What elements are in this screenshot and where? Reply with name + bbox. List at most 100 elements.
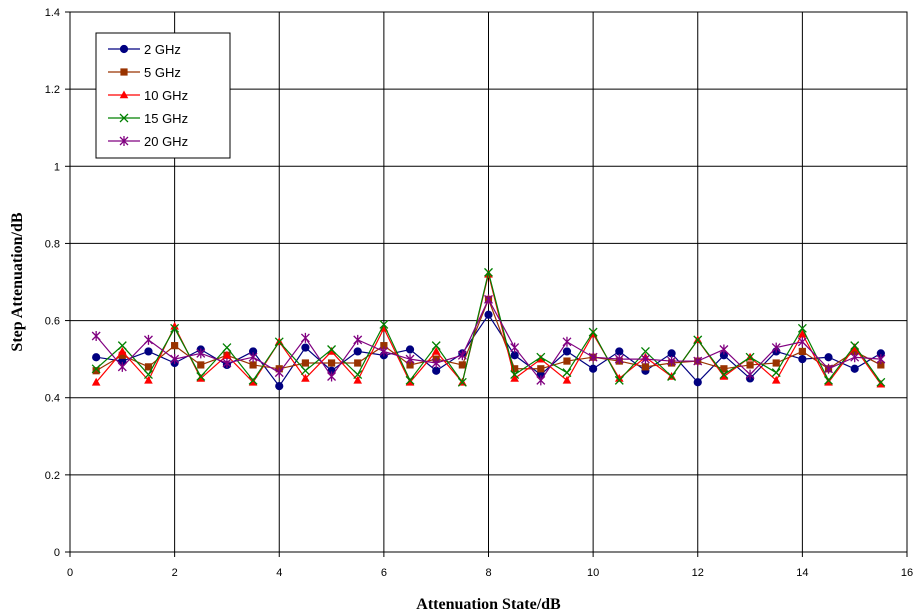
data-point-marker (275, 382, 284, 391)
data-point-marker (484, 294, 493, 305)
data-point-marker (144, 375, 153, 384)
y-tick-label: 0.8 (45, 238, 60, 250)
data-point-marker (640, 346, 650, 356)
data-point-marker (431, 358, 441, 368)
data-point-marker (484, 267, 493, 277)
data-point-marker (144, 347, 153, 356)
data-point-marker (510, 370, 520, 380)
data-point-marker (248, 352, 258, 363)
data-point-marker (588, 327, 598, 337)
data-point-marker (562, 375, 572, 384)
x-tick-label: 12 (692, 567, 704, 579)
data-point-marker (327, 345, 337, 354)
data-point-marker (589, 364, 598, 373)
x-axis-ticks: 0 2 4 6 8 10 12 14 16 (67, 552, 913, 579)
x-tick-label: 14 (796, 567, 808, 579)
data-point-marker (614, 354, 624, 365)
legend-item: 20 GHz (108, 134, 188, 149)
data-point-marker (850, 364, 859, 373)
data-point-marker (850, 341, 860, 351)
data-point-marker (562, 368, 572, 378)
data-point-marker (171, 342, 179, 350)
data-point-marker (745, 352, 755, 362)
data-point-marker (536, 375, 546, 386)
data-point-marker (406, 361, 414, 369)
data-point-marker (379, 319, 389, 329)
data-point-marker (876, 354, 886, 365)
data-point-marker (248, 375, 258, 385)
data-point-marker (301, 343, 310, 352)
data-point-marker (693, 335, 703, 345)
data-point-marker (405, 354, 415, 365)
data-point-marker (353, 347, 362, 356)
data-point-marker (537, 365, 545, 373)
data-point-marker (327, 346, 336, 355)
data-point-marker (876, 377, 886, 387)
data-point-marker (170, 321, 179, 330)
data-point-marker (457, 350, 467, 361)
data-point-marker (327, 371, 337, 382)
data-point-marker (91, 331, 101, 341)
data-point-marker (797, 336, 807, 347)
data-point-marker (431, 341, 441, 351)
data-point-marker (249, 361, 257, 369)
data-point-marker (511, 365, 519, 373)
series-layer (91, 267, 886, 391)
legend-item: 5 GHz (108, 65, 181, 80)
data-point-marker (222, 350, 232, 359)
data-point-marker (196, 372, 206, 381)
data-point-marker (91, 364, 101, 374)
data-point-marker (117, 361, 127, 372)
data-point-marker (719, 370, 729, 380)
data-point-marker (824, 377, 833, 386)
y-tick-label: 1 (54, 161, 60, 173)
data-point-marker (745, 369, 755, 380)
data-point-marker (431, 346, 441, 355)
data-point-marker (824, 375, 833, 385)
data-point-marker (667, 356, 677, 367)
data-point-marker (354, 359, 362, 367)
y-tick-label: 0.2 (45, 470, 60, 482)
data-point-marker (746, 361, 754, 369)
legend-item: 2 GHz (108, 42, 181, 57)
legend-label: 2 GHz (144, 42, 181, 57)
data-point-marker (614, 375, 624, 385)
data-point-marker (380, 342, 388, 350)
legend-label: 10 GHz (144, 88, 188, 103)
x-tick-label: 2 (172, 567, 178, 579)
data-point-marker (562, 336, 572, 347)
data-point-marker (119, 113, 129, 123)
legend-label: 15 GHz (144, 111, 188, 126)
data-point-marker (119, 90, 129, 99)
x-tick-label: 8 (485, 567, 491, 579)
y-tick-label: 1.2 (45, 84, 60, 96)
data-point-marker (719, 372, 729, 380)
data-point-marker (300, 332, 310, 343)
data-point-marker (457, 377, 467, 387)
data-point-marker (510, 342, 520, 353)
x-tick-label: 10 (587, 567, 599, 579)
y-axis-ticks: 0 0.2 0.4 0.6 0.8 1 1.2 1.4 (45, 7, 70, 559)
data-point-marker (144, 334, 153, 345)
data-point-marker (640, 354, 650, 365)
data-point-marker (170, 323, 180, 333)
data-point-marker (274, 367, 284, 378)
data-point-marker (798, 347, 806, 356)
data-point-marker (772, 359, 780, 367)
data-point-marker (144, 363, 153, 371)
legend-item: 15 GHz (108, 111, 188, 126)
data-point-marker (851, 347, 859, 356)
data-point-marker (719, 344, 729, 355)
data-point-marker (405, 345, 415, 354)
data-point-marker (536, 354, 546, 363)
x-tick-label: 16 (901, 567, 913, 579)
data-point-marker (170, 354, 180, 365)
data-point-marker (222, 343, 232, 353)
data-point-marker (118, 351, 126, 359)
data-point-marker (797, 323, 807, 333)
data-point-marker (824, 353, 833, 362)
data-point-marker (301, 373, 310, 382)
data-point-marker (119, 44, 129, 54)
data-point-marker (458, 361, 466, 369)
